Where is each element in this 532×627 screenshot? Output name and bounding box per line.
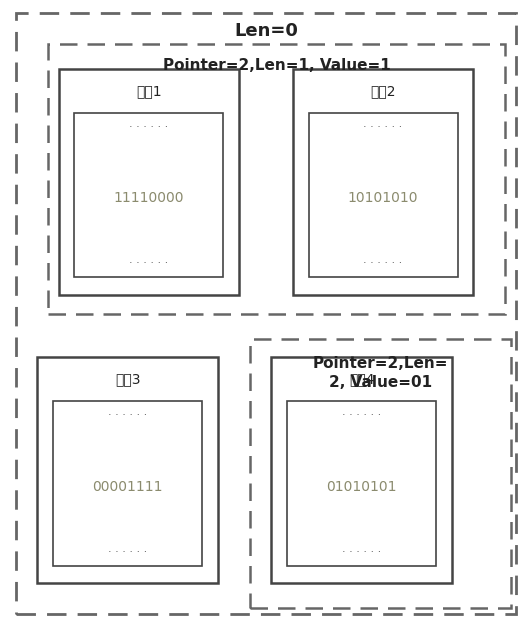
Text: · · · · · ·: · · · · · ·	[129, 122, 169, 132]
Bar	[74, 113, 223, 277]
Text: 00001111: 00001111	[93, 480, 163, 493]
Bar	[53, 401, 202, 566]
Bar	[59, 69, 239, 295]
Text: · · · · · ·: · · · · · ·	[342, 547, 381, 557]
Text: · · · · · ·: · · · · · ·	[108, 547, 147, 557]
Bar	[48, 44, 505, 314]
Bar	[293, 69, 473, 295]
Text: Pointer=2,Len=1, Value=1: Pointer=2,Len=1, Value=1	[163, 58, 390, 73]
Text: · · · · · ·: · · · · · ·	[108, 410, 147, 420]
Bar	[37, 357, 218, 583]
Bar	[309, 113, 458, 277]
Text: 10101010: 10101010	[348, 191, 418, 205]
Text: 01010101: 01010101	[327, 480, 397, 493]
Text: 标签4: 标签4	[349, 372, 375, 386]
Text: · · · · · ·: · · · · · ·	[363, 122, 403, 132]
Text: 标签2: 标签2	[370, 84, 396, 98]
Text: · · · · · ·: · · · · · ·	[363, 258, 403, 268]
Text: 标签1: 标签1	[136, 84, 162, 98]
Text: · · · · · ·: · · · · · ·	[129, 258, 169, 268]
Text: Len=0: Len=0	[234, 23, 298, 40]
Bar	[287, 401, 436, 566]
Text: 11110000: 11110000	[114, 191, 184, 205]
Text: Pointer=2,Len=
2, Value=01: Pointer=2,Len= 2, Value=01	[313, 356, 448, 390]
Bar	[250, 339, 511, 608]
Text: 标签3: 标签3	[115, 372, 140, 386]
Bar	[271, 357, 452, 583]
Text: · · · · · ·: · · · · · ·	[342, 410, 381, 420]
